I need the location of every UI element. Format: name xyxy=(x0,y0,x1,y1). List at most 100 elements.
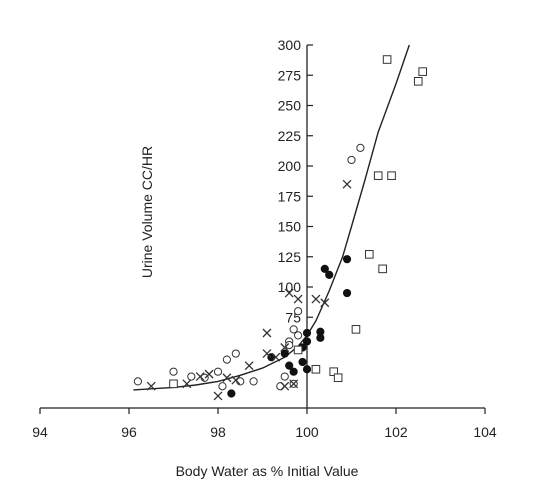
open-circle-point xyxy=(169,367,178,376)
open-circle-point xyxy=(213,367,223,376)
filled-circle-point xyxy=(316,327,325,336)
x-mark-point xyxy=(311,294,321,304)
open-square-point xyxy=(329,367,338,376)
open-circle-point xyxy=(280,372,289,381)
open-circle-point xyxy=(222,355,231,364)
open-square-point xyxy=(378,264,387,274)
open-square-point xyxy=(382,55,392,64)
x-mark-stroke xyxy=(244,361,254,371)
fit-curve-layer xyxy=(133,44,410,391)
x-mark-stroke xyxy=(195,372,205,381)
x-mark-point xyxy=(280,343,290,352)
open-circle-point xyxy=(249,377,258,386)
x-mark-point xyxy=(342,179,352,189)
filled-circle-point xyxy=(342,255,352,264)
filled-circle-point xyxy=(280,349,289,358)
x-mark-stroke xyxy=(231,375,241,385)
open-square-point xyxy=(365,250,374,259)
y-tick-label: 125 xyxy=(278,249,302,265)
open-square-point xyxy=(169,379,178,389)
y-tick-label: 150 xyxy=(278,219,302,235)
x-tick-label: 100 xyxy=(295,424,319,440)
filled-circle-point xyxy=(342,288,352,298)
x-mark-point xyxy=(182,379,192,389)
open-circle-point xyxy=(218,382,227,391)
x-mark-stroke xyxy=(320,298,330,308)
x-mark-point xyxy=(280,381,290,391)
x-tick-label: 98 xyxy=(210,424,226,440)
filled-circle-point xyxy=(285,361,294,370)
filled-circle-point xyxy=(298,357,307,367)
y-tick-label: 225 xyxy=(278,128,302,144)
filled-circle-point xyxy=(227,389,236,398)
open-circle-point xyxy=(187,372,196,381)
x-tick-label: 96 xyxy=(121,424,137,440)
open-square-point xyxy=(373,171,383,180)
x-mark-stroke xyxy=(222,373,232,383)
x-mark-point xyxy=(284,288,294,298)
open-circle-point xyxy=(289,325,298,334)
open-square-point xyxy=(311,364,321,374)
x-axis-title: Body Water as % Initial Value xyxy=(176,463,359,479)
x-mark-point xyxy=(213,391,223,401)
fit-curve-line xyxy=(133,44,410,391)
y-tick-label: 275 xyxy=(278,67,302,83)
filled-circle-point xyxy=(302,365,312,374)
x-mark-point xyxy=(222,373,232,383)
x-tick-label: 102 xyxy=(384,424,408,440)
x-mark-stroke xyxy=(146,381,156,391)
filled-circle-point xyxy=(289,367,298,376)
x-mark-point xyxy=(262,349,272,359)
open-circle-point xyxy=(294,307,303,316)
open-square-point xyxy=(333,373,343,383)
open-square-point xyxy=(413,77,423,86)
open-circle-point xyxy=(294,331,303,340)
open-square-point xyxy=(418,67,427,76)
x-mark-stroke xyxy=(293,294,303,304)
x-ticks: 94 96 98 100 102 104 xyxy=(32,408,497,440)
x-mark-stroke xyxy=(262,328,272,338)
x-mark-point xyxy=(320,298,330,308)
x-tick-label: 94 xyxy=(32,424,48,440)
open-circle-point xyxy=(285,340,294,350)
x-mark-point xyxy=(195,372,205,381)
x-mark-stroke xyxy=(280,343,290,352)
filled-circle-point xyxy=(302,337,312,346)
x-mark-point xyxy=(146,381,156,391)
x-mark-point xyxy=(262,328,272,338)
open-circle-point xyxy=(347,155,356,165)
open-square-point xyxy=(351,325,361,334)
x-mark-stroke xyxy=(204,369,214,379)
x-mark-stroke xyxy=(289,379,299,389)
x-mark-stroke xyxy=(284,288,294,298)
filled-circle-point xyxy=(320,264,329,273)
open-circle-point xyxy=(133,377,142,386)
open-circle-point xyxy=(356,143,365,152)
y-axis-title: Urine Volume CC/HR xyxy=(139,146,155,278)
x-mark-stroke xyxy=(213,391,223,401)
x-mark-point xyxy=(293,294,303,304)
y-tick-label: 250 xyxy=(278,98,302,114)
data-points xyxy=(133,55,427,401)
y-tick-label: 200 xyxy=(278,158,302,174)
y-tick-label: 100 xyxy=(278,279,302,295)
open-square-point xyxy=(387,171,396,180)
x-mark-point xyxy=(231,375,241,385)
filled-circle-point xyxy=(302,328,312,338)
filled-circle-point xyxy=(325,270,334,279)
x-mark-stroke xyxy=(271,352,281,362)
x-mark-point xyxy=(244,361,254,371)
x-mark-point xyxy=(271,352,281,362)
x-mark-stroke xyxy=(342,179,352,189)
x-mark-stroke xyxy=(182,379,192,389)
open-square-point xyxy=(293,345,303,355)
y-tick-label: 175 xyxy=(278,188,302,204)
y-tick-label: 300 xyxy=(278,37,302,53)
x-mark-point xyxy=(289,379,299,389)
x-tick-label: 104 xyxy=(473,424,497,440)
axes xyxy=(40,45,485,409)
open-circle-point xyxy=(231,349,240,358)
x-mark-stroke xyxy=(280,381,290,391)
